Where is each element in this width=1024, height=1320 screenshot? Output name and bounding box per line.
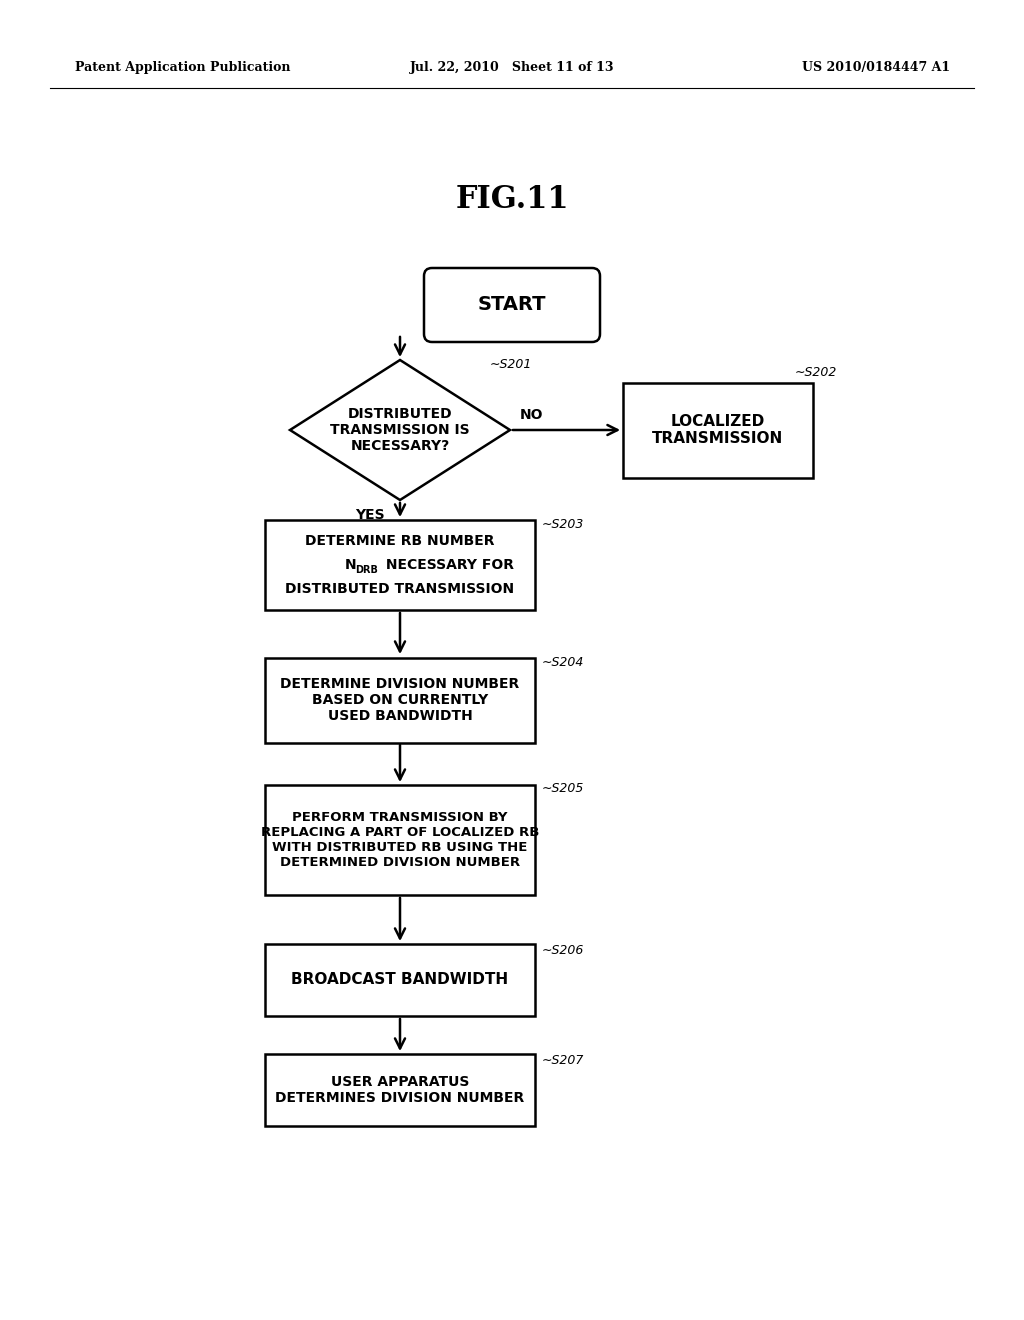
Bar <box>265 520 535 610</box>
Text: ∼S204: ∼S204 <box>542 656 585 668</box>
Text: DISTRIBUTED TRANSMISSION: DISTRIBUTED TRANSMISSION <box>286 582 515 597</box>
Bar <box>623 383 813 478</box>
Text: NECESSARY FOR: NECESSARY FOR <box>381 558 514 572</box>
Bar <box>265 1053 535 1126</box>
Bar <box>267 521 534 609</box>
Text: BROADCAST BANDWIDTH: BROADCAST BANDWIDTH <box>292 973 509 987</box>
Polygon shape <box>290 360 510 500</box>
Bar <box>265 944 535 1016</box>
Text: DISTRIBUTED
TRANSMISSION IS
NECESSARY?: DISTRIBUTED TRANSMISSION IS NECESSARY? <box>330 407 470 453</box>
FancyBboxPatch shape <box>424 268 600 342</box>
Text: DETERMINE DIVISION NUMBER
BASED ON CURRENTLY
USED BANDWIDTH: DETERMINE DIVISION NUMBER BASED ON CURRE… <box>281 677 519 723</box>
Text: ∼S202: ∼S202 <box>795 366 838 379</box>
Text: FIG.11: FIG.11 <box>456 185 568 215</box>
Text: PERFORM TRANSMISSION BY
REPLACING A PART OF LOCALIZED RB
WITH DISTRIBUTED RB USI: PERFORM TRANSMISSION BY REPLACING A PART… <box>261 810 540 869</box>
Bar <box>265 785 535 895</box>
Text: YES: YES <box>355 508 385 521</box>
Text: ∼S201: ∼S201 <box>490 359 532 371</box>
Bar <box>265 657 535 742</box>
Text: USER APPARATUS
DETERMINES DIVISION NUMBER: USER APPARATUS DETERMINES DIVISION NUMBE… <box>275 1074 524 1105</box>
Text: Patent Application Publication: Patent Application Publication <box>75 62 291 74</box>
Text: ∼S205: ∼S205 <box>542 781 585 795</box>
Text: START: START <box>478 296 546 314</box>
Text: ∼S207: ∼S207 <box>542 1053 585 1067</box>
Text: DETERMINE RB NUMBER: DETERMINE RB NUMBER <box>305 535 495 548</box>
Text: US 2010/0184447 A1: US 2010/0184447 A1 <box>802 62 950 74</box>
Text: Jul. 22, 2010   Sheet 11 of 13: Jul. 22, 2010 Sheet 11 of 13 <box>410 62 614 74</box>
Text: DETERMINE RB NUMBER: DETERMINE RB NUMBER <box>305 532 495 546</box>
Text: DISTRIBUTED TRANSMISSION: DISTRIBUTED TRANSMISSION <box>286 583 515 598</box>
Text: ∼S203: ∼S203 <box>542 519 585 532</box>
Text: DRB: DRB <box>355 565 378 576</box>
Text: N: N <box>345 558 356 572</box>
Text: NO: NO <box>520 408 544 422</box>
Text: LOCALIZED
TRANSMISSION: LOCALIZED TRANSMISSION <box>652 413 783 446</box>
Text: NDRB NECESSARY FOR: NDRB NECESSARY FOR <box>311 558 488 572</box>
Text: ∼S206: ∼S206 <box>542 944 585 957</box>
